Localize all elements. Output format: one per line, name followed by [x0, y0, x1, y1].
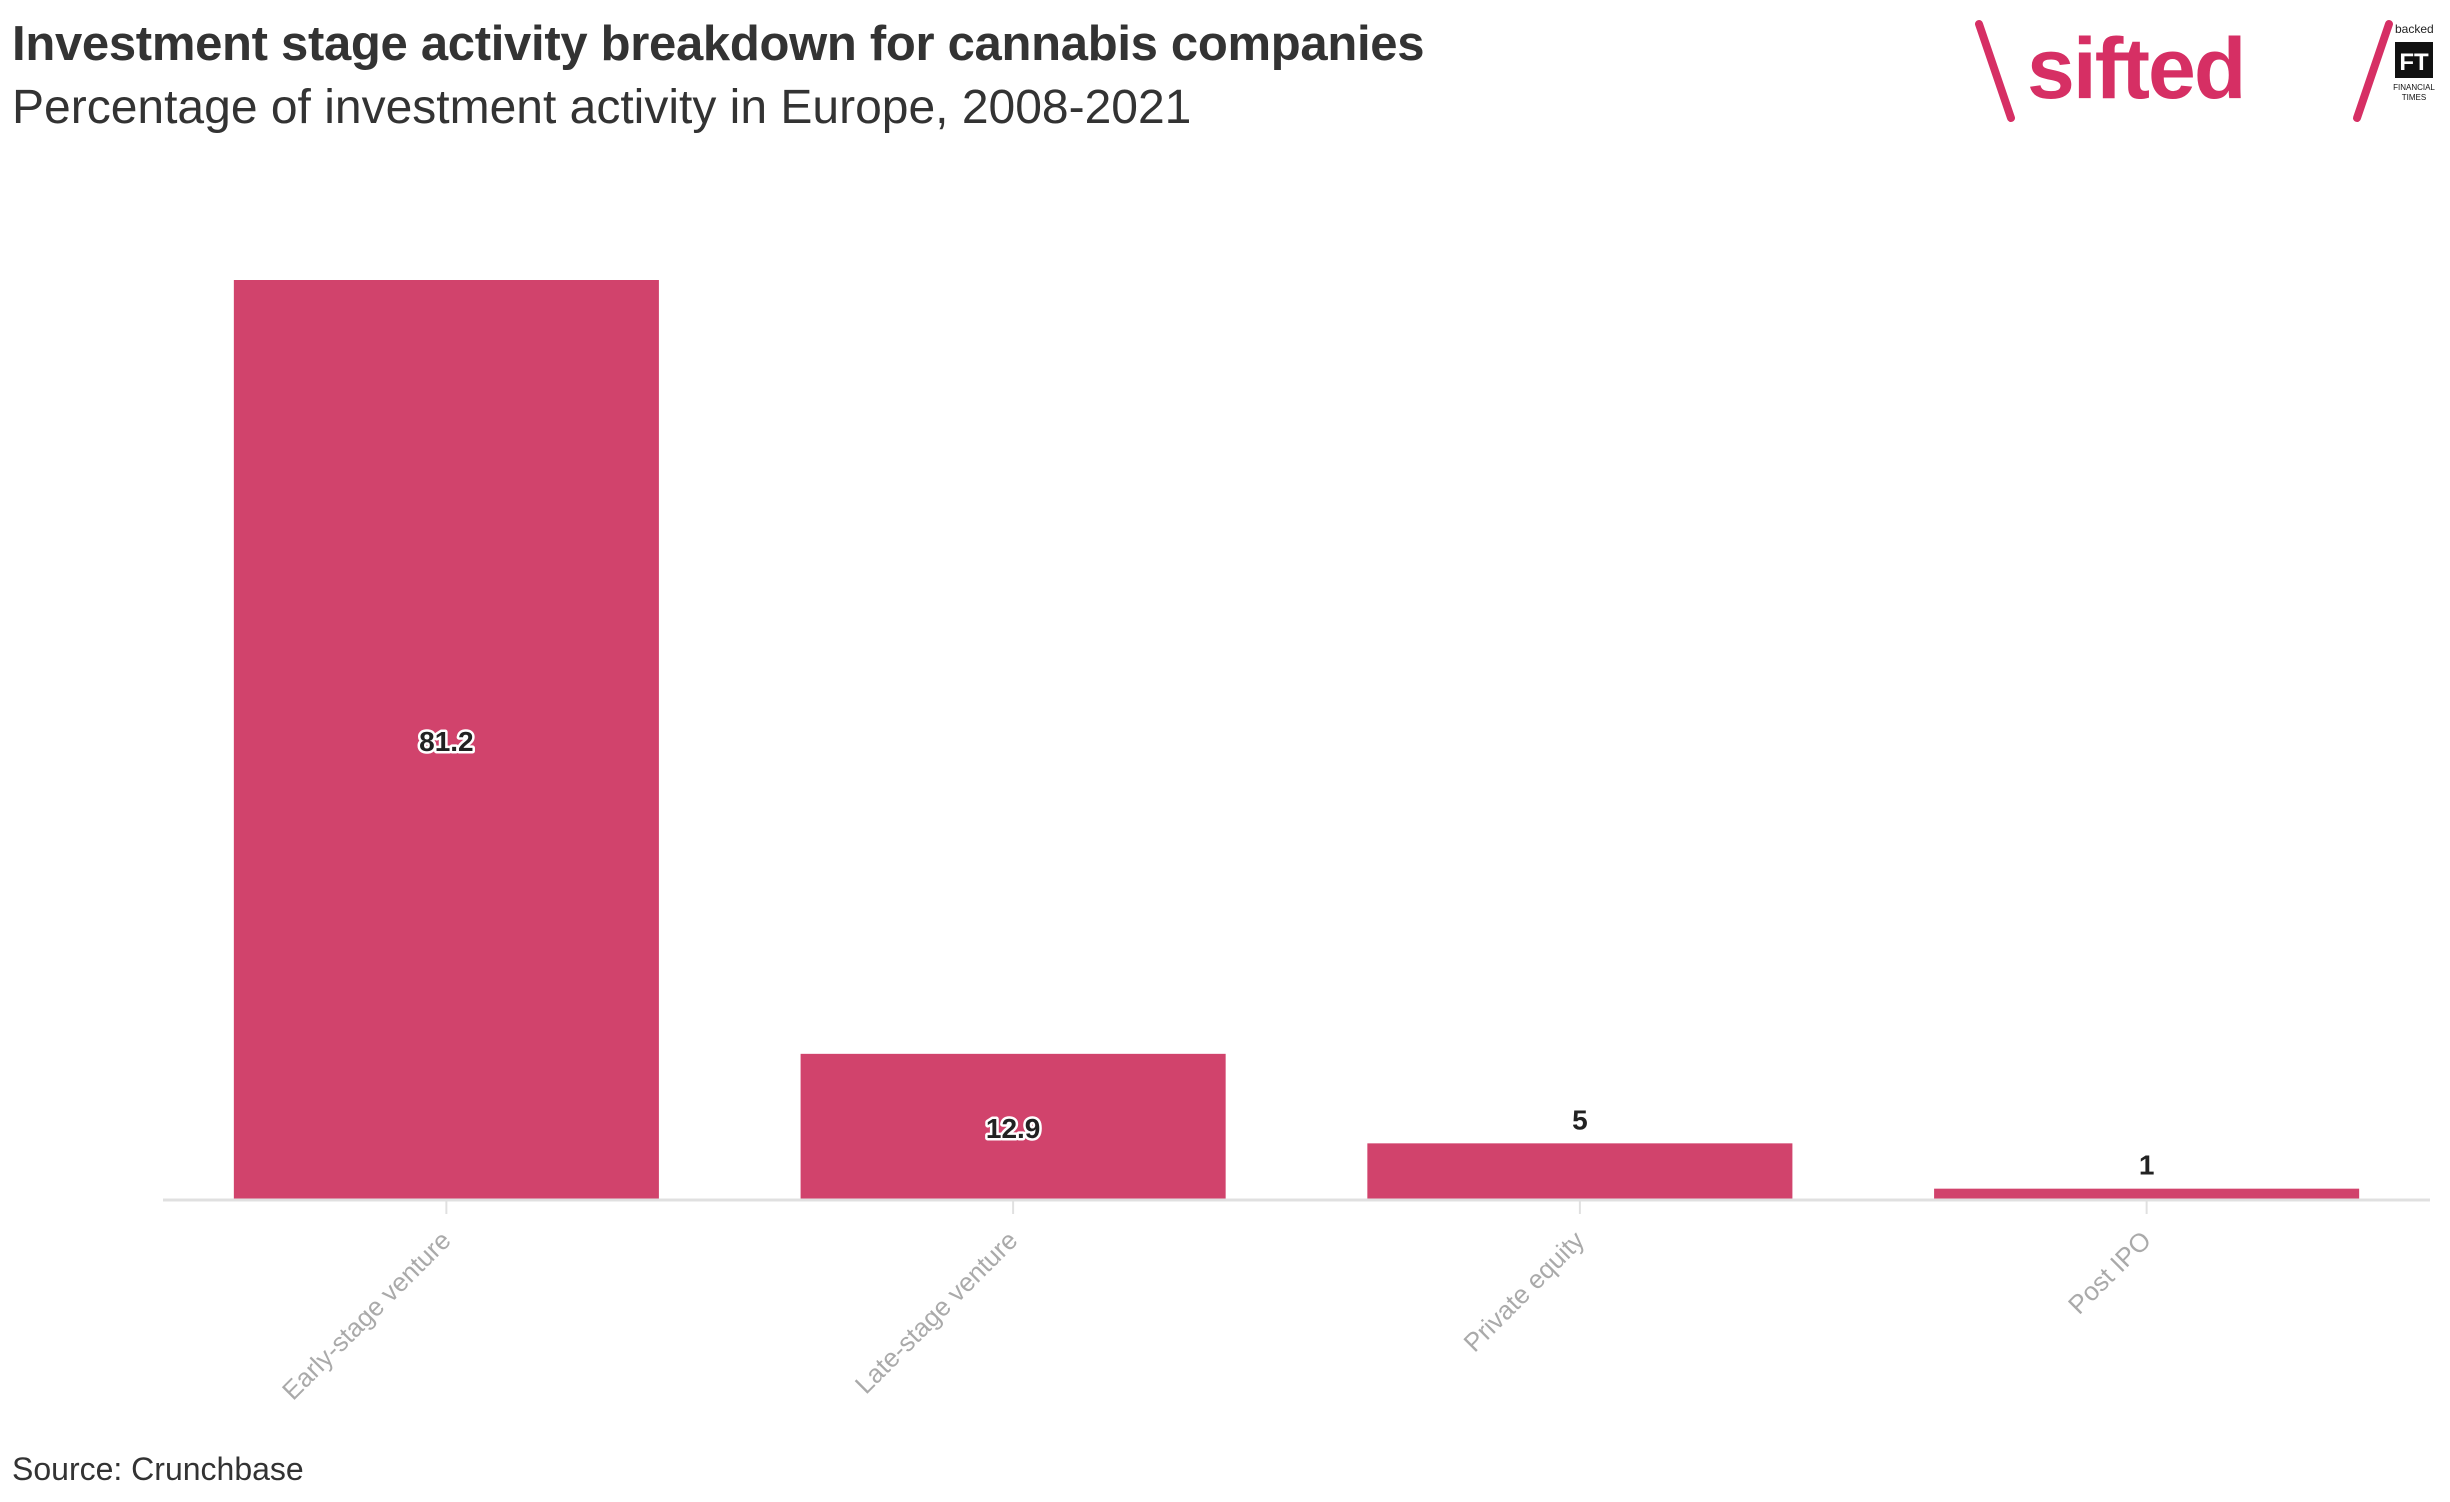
bar-2 — [1367, 1143, 1793, 1200]
data-label-3: 1 — [2139, 1150, 2155, 1181]
bar-3 — [1934, 1188, 2360, 1200]
ft-logo-box — [2395, 42, 2433, 78]
source-note: Source: Crunchbase — [12, 1451, 304, 1487]
x-tick-label-2: Private equity — [1458, 1225, 1591, 1358]
data-label-1: 12.9 — [986, 1113, 1041, 1144]
x-axis-ticks: Early-stage venture Late-stage venture Pri… — [276, 1200, 2157, 1406]
sifted-logo: sifted backed by FT FINANCIAL TIMES — [1975, 20, 2435, 122]
bar-1 — [800, 1053, 1226, 1200]
logo-backed-by: backed by — [2395, 22, 2435, 36]
ft-logo-mark: FT — [2399, 49, 2429, 76]
x-tick-label-0: Early-stage venture — [276, 1225, 457, 1406]
x-tick-label-1: Late-stage venture — [849, 1225, 1024, 1400]
ft-name-line2: TIMES — [2402, 93, 2426, 102]
logo-brand-text: sifted — [2027, 21, 2244, 117]
data-label-0: 81.2 — [419, 726, 474, 757]
chart-subtitle: Percentage of investment activity in Eur… — [12, 81, 1192, 134]
chart-title: Investment stage activity breakdown for … — [12, 17, 1425, 71]
data-label-2: 5 — [1572, 1104, 1588, 1135]
logo-slash — [2353, 20, 2393, 122]
bar-0 — [233, 280, 659, 1200]
ft-name-line1: FINANCIAL — [2393, 83, 2435, 92]
x-tick-label-3: Post IPO — [2062, 1225, 2157, 1320]
bars-group — [233, 280, 2360, 1200]
logo-backslash — [1975, 20, 2015, 122]
data-labels-group: 81.2 12.9 5 1 — [417, 724, 2157, 1184]
